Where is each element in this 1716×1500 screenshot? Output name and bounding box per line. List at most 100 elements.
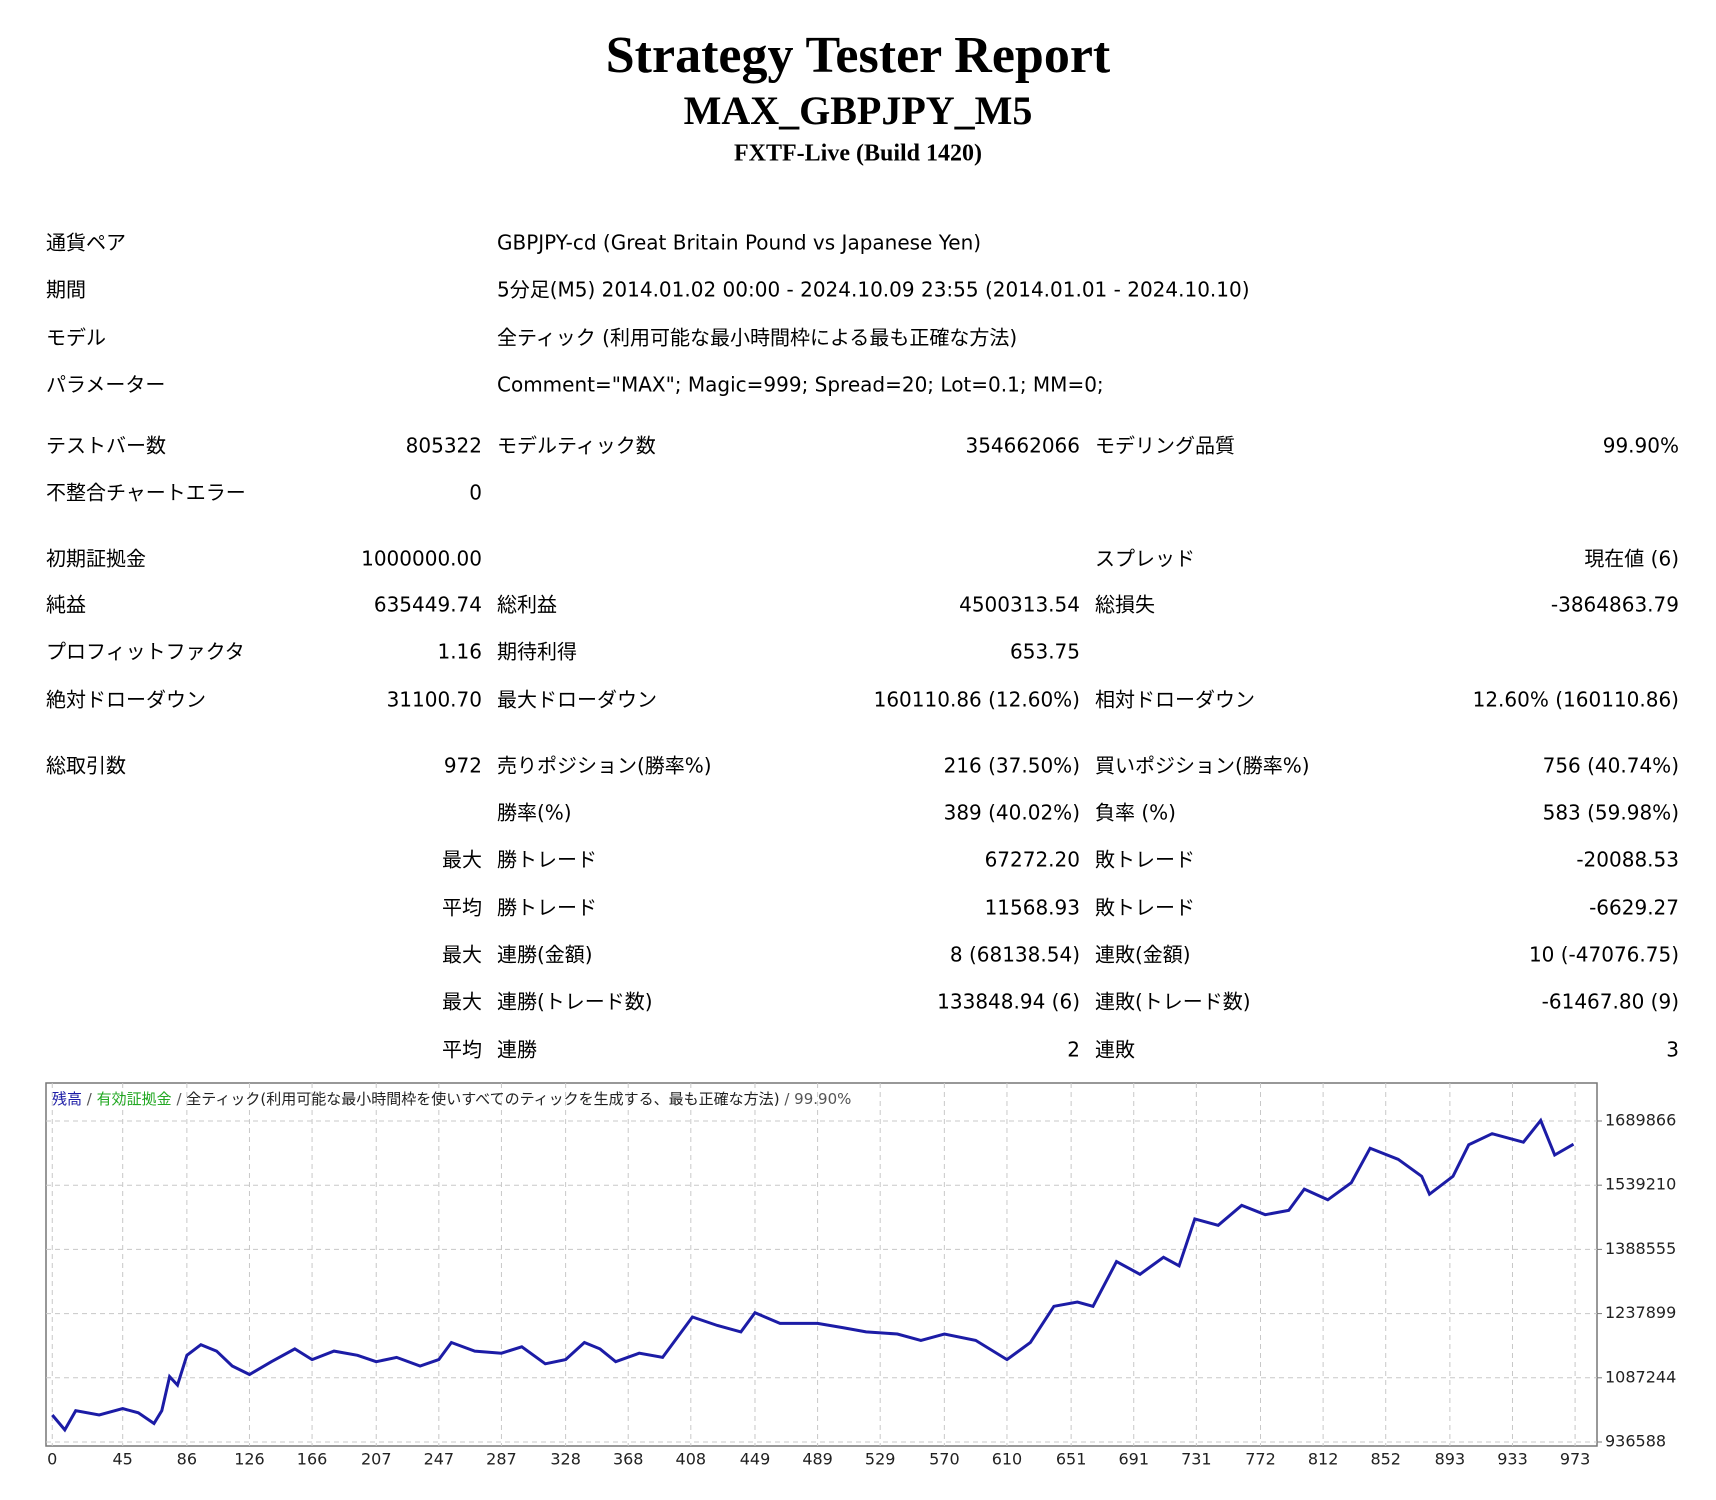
info-label: 期間 <box>46 278 86 302</box>
x-tick-label: 489 <box>802 1450 833 1469</box>
stat-label: 連勝(金額) <box>497 943 593 967</box>
stat-label: 総損失 <box>1095 593 1155 617</box>
stat-label: テストバー数 <box>46 434 166 458</box>
legend-separator: / <box>176 1090 182 1108</box>
x-tick-label: 328 <box>550 1450 581 1469</box>
stat-value: 972 <box>444 754 482 778</box>
stat-label: 連敗(金額) <box>1095 943 1191 967</box>
stat-value: 4500313.54 <box>959 593 1080 617</box>
stat-label: モデリング品質 <box>1095 434 1235 458</box>
stat-value: 12.60% (160110.86) <box>1473 688 1679 712</box>
stat-value: 最大 <box>442 990 482 1014</box>
stat-value: 160110.86 (12.60%) <box>874 688 1080 712</box>
report-subtitle: MAX_GBPJPY_M5 <box>684 88 1033 133</box>
x-tick-label: 893 <box>1435 1450 1466 1469</box>
x-tick-label: 691 <box>1118 1450 1149 1469</box>
chart-legend: 残高 / 有効証拠金 / 全ティック(利用可能な最小時間枠を使いすべてのティック… <box>52 1090 851 1108</box>
x-tick-label: 610 <box>992 1450 1023 1469</box>
x-tick-label: 0 <box>47 1450 57 1469</box>
x-tick-label: 973 <box>1560 1450 1591 1469</box>
stat-label: 連敗(トレード数) <box>1095 990 1251 1014</box>
stat-value: -20088.53 <box>1576 848 1679 872</box>
stat-value: -6629.27 <box>1589 896 1679 920</box>
stat-value: 67272.20 <box>985 848 1080 872</box>
legend-quality: 99.90% <box>794 1090 851 1108</box>
stat-label: 連勝 <box>497 1038 537 1062</box>
balance-line <box>51 1117 1575 1433</box>
stat-value: 3 <box>1666 1038 1679 1062</box>
stat-value: 354662066 <box>965 434 1080 458</box>
info-value: 5分足(M5) 2014.01.02 00:00 - 2024.10.09 23… <box>497 278 1250 302</box>
stat-value: 756 (40.74%) <box>1543 754 1679 778</box>
stat-label: 相対ドローダウン <box>1095 688 1255 712</box>
stat-label: 勝率(%) <box>497 801 572 825</box>
y-tick-label: 1388555 <box>1605 1239 1676 1258</box>
info-label: パラメーター <box>46 373 165 397</box>
stat-value: 389 (40.02%) <box>944 801 1080 825</box>
stat-label: 総取引数 <box>46 754 126 778</box>
stat-label: 絶対ドローダウン <box>46 688 206 712</box>
y-tick-label: 1689866 <box>1605 1110 1676 1129</box>
x-tick-label: 166 <box>297 1450 328 1469</box>
x-tick-label: 207 <box>361 1450 392 1469</box>
legend-note: 全ティック(利用可能な最小時間枠を使いすべてのティックを生成する、最も正確な方法… <box>186 1090 779 1108</box>
stat-label: 連勝(トレード数) <box>497 990 653 1014</box>
info-value: Comment="MAX"; Magic=999; Spread=20; Lot… <box>497 373 1104 397</box>
x-tick-label: 408 <box>676 1450 707 1469</box>
x-tick-label: 247 <box>424 1450 455 1469</box>
stat-label: 純益 <box>46 593 86 617</box>
stat-value: 1000000.00 <box>361 547 482 571</box>
stat-value: 8 (68138.54) <box>950 943 1080 967</box>
stat-label: スプレッド <box>1095 547 1195 571</box>
stat-value: -3864863.79 <box>1551 593 1679 617</box>
stat-label: 勝トレード <box>497 896 597 920</box>
x-tick-label: 852 <box>1370 1450 1401 1469</box>
stat-value: -61467.80 (9) <box>1542 990 1679 1014</box>
info-value: GBPJPY-cd (Great Britain Pound vs Japane… <box>497 231 981 255</box>
stat-label: プロフィットファクタ <box>46 640 245 664</box>
stat-value: 現在値 (6) <box>1584 547 1679 571</box>
x-tick-label: 86 <box>177 1450 197 1469</box>
stat-value: 平均 <box>442 1038 482 1062</box>
stat-label: 売りポジション(勝率%) <box>497 754 712 778</box>
stat-value: 653.75 <box>1010 640 1080 664</box>
y-tick-label: 1237899 <box>1605 1303 1676 1322</box>
stat-value: 最大 <box>442 943 482 967</box>
y-tick-label: 1087244 <box>1605 1367 1676 1386</box>
stat-value: 635449.74 <box>374 593 482 617</box>
x-tick-label: 368 <box>613 1450 644 1469</box>
legend-entry: 有効証拠金 <box>97 1090 172 1108</box>
stat-label: 不整合チャートエラー <box>46 481 246 505</box>
report-server: FXTF-Live (Build 1420) <box>734 141 982 167</box>
stat-label: 最大ドローダウン <box>497 688 657 712</box>
stat-label: 買いポジション(勝率%) <box>1095 754 1310 778</box>
x-tick-label: 449 <box>740 1450 771 1469</box>
stat-label: 負率 (%) <box>1095 801 1176 825</box>
legend-separator: / <box>784 1090 790 1108</box>
info-label: モデル <box>46 326 106 350</box>
legend-separator: / <box>87 1090 93 1108</box>
x-tick-label: 731 <box>1181 1450 1212 1469</box>
x-tick-label: 529 <box>865 1450 896 1469</box>
stat-label: 敗トレード <box>1095 896 1195 920</box>
stat-value: 0 <box>469 481 482 505</box>
stat-value: 1.16 <box>437 640 482 664</box>
y-tick-label: 936588 <box>1605 1432 1666 1451</box>
legend-entry: 残高 <box>52 1090 82 1108</box>
stat-value: 31100.70 <box>387 688 482 712</box>
x-tick-label: 812 <box>1308 1450 1339 1469</box>
stat-value: 11568.93 <box>985 896 1080 920</box>
x-tick-label: 933 <box>1497 1450 1528 1469</box>
report-title: Strategy Tester Report <box>606 27 1111 84</box>
stat-label: 期待利得 <box>497 640 577 664</box>
stat-value: 99.90% <box>1603 434 1679 458</box>
x-tick-label: 45 <box>113 1450 133 1469</box>
stat-value: 2 <box>1067 1038 1080 1062</box>
info-label: 通貨ペア <box>46 231 126 255</box>
stat-label: 総利益 <box>497 593 557 617</box>
stat-label: 連敗 <box>1095 1038 1135 1062</box>
x-tick-label: 126 <box>234 1450 265 1469</box>
x-tick-label: 570 <box>929 1450 960 1469</box>
